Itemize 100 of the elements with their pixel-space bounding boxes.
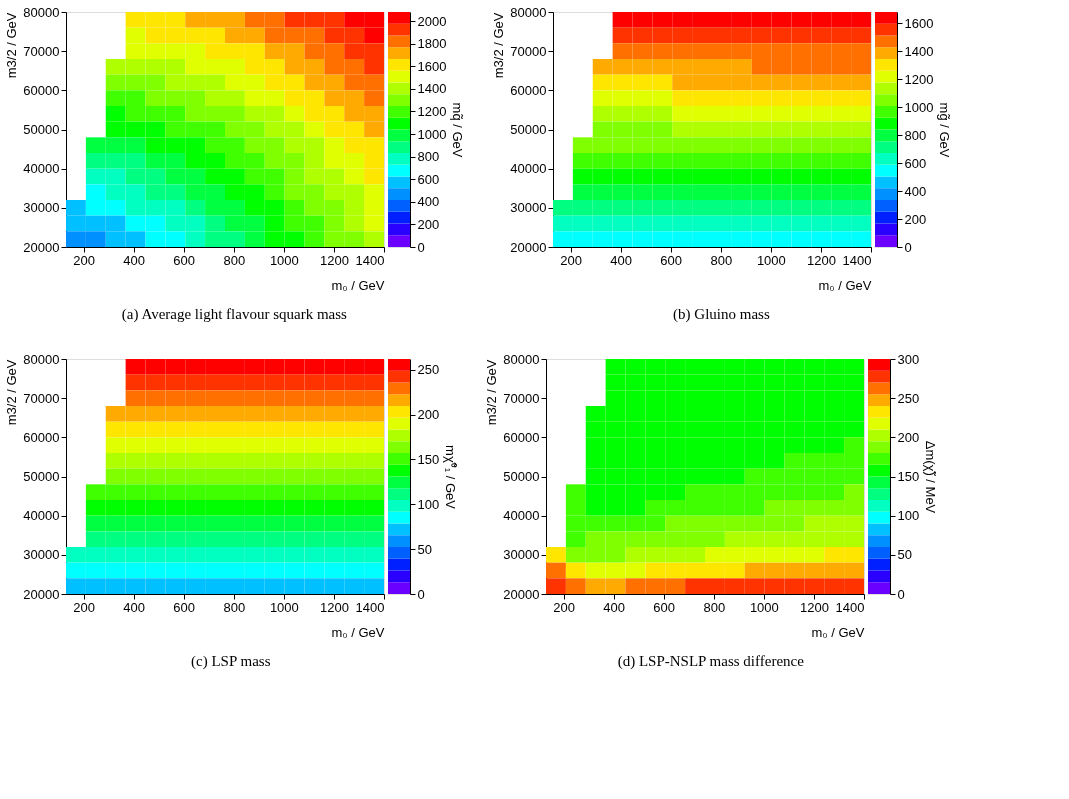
x-tick-label: 600 bbox=[653, 599, 676, 615]
color-bar-label: 400 bbox=[417, 194, 440, 210]
y-tick-label: 20000 bbox=[510, 239, 547, 255]
y-tick-label: 70000 bbox=[503, 390, 540, 406]
color-bar-label: 800 bbox=[904, 127, 927, 143]
y-tick-label: 40000 bbox=[23, 508, 60, 524]
x-tick-label: 600 bbox=[173, 599, 196, 615]
y-tick-label: 40000 bbox=[503, 508, 540, 524]
x-tick-label: 400 bbox=[123, 599, 145, 615]
y-tick-label: 60000 bbox=[23, 429, 60, 445]
y-tick-label: 30000 bbox=[23, 200, 60, 216]
text: (b) Gluino mass bbox=[673, 305, 770, 323]
y-tick-label: 30000 bbox=[23, 547, 60, 563]
color-bar-label: 1200 bbox=[904, 71, 934, 87]
x-tick-label: 400 bbox=[610, 252, 632, 268]
y-axis-title: m3/2 / GeV bbox=[4, 12, 20, 79]
color-bar-label: 300 bbox=[897, 351, 920, 367]
color-bar-label: 50 bbox=[417, 541, 432, 557]
color-bar-title: mq̃ / GeV bbox=[450, 102, 466, 158]
color-bar-label: 150 bbox=[897, 469, 920, 484]
color-bar-label: 1600 bbox=[904, 15, 934, 31]
y-tick-label: 40000 bbox=[510, 161, 547, 177]
x-tick-label: 200 bbox=[73, 599, 95, 615]
x-tick-label: 1000 bbox=[269, 599, 299, 615]
color-bar-label: 50 bbox=[897, 547, 912, 563]
y-tick-label: 20000 bbox=[23, 586, 60, 602]
x-tick-label: 1400 bbox=[355, 252, 385, 268]
color-bar-label: 1000 bbox=[904, 99, 934, 115]
x-tick-label: 400 bbox=[123, 252, 145, 268]
x-tick-label: 800 bbox=[710, 252, 733, 268]
color-bar-label: 150 bbox=[417, 451, 440, 467]
color-bar-label: 0 bbox=[897, 586, 905, 602]
y-tick-label: 50000 bbox=[23, 469, 60, 484]
color-bar-label: 0 bbox=[904, 239, 912, 255]
color-bar-label: 1600 bbox=[417, 58, 447, 74]
x-tick-label: 1200 bbox=[319, 599, 349, 615]
color-bar-label: 200 bbox=[897, 429, 920, 445]
y-tick-label: 80000 bbox=[510, 4, 547, 20]
x-tick-label: 1400 bbox=[355, 599, 385, 615]
x-tick-label: 800 bbox=[223, 252, 246, 268]
y-tick-label: 60000 bbox=[510, 82, 547, 98]
text: (a) Average light flavour squark mass bbox=[121, 305, 348, 323]
text: (d) LSP-NSLP mass difference bbox=[617, 652, 805, 670]
y-tick-label: 20000 bbox=[503, 586, 540, 602]
color-bar-label: 1800 bbox=[417, 36, 447, 52]
y-tick-label: 80000 bbox=[23, 4, 60, 20]
x-axis-title: m₀ / GeV bbox=[818, 277, 872, 293]
color-bar-label: 1400 bbox=[417, 81, 447, 97]
y-tick-label: 80000 bbox=[503, 351, 540, 367]
color-bar-label: 200 bbox=[417, 407, 440, 423]
color-bar-label: 800 bbox=[417, 149, 440, 165]
x-tick-label: 1200 bbox=[806, 252, 836, 268]
y-tick-label: 40000 bbox=[23, 161, 60, 177]
color-bar-label: 250 bbox=[897, 390, 920, 406]
color-bar-label: 400 bbox=[904, 183, 927, 199]
color-bar-title: Δm(χ̃) / MeV bbox=[923, 440, 939, 514]
y-tick-label: 70000 bbox=[23, 43, 60, 59]
y-tick-label: 70000 bbox=[23, 390, 60, 406]
color-bar-label: 100 bbox=[417, 496, 440, 512]
x-tick-label: 1000 bbox=[756, 252, 786, 268]
color-bar-label: 1000 bbox=[417, 126, 447, 142]
color-bar-label: 200 bbox=[417, 216, 440, 232]
y-tick-label: 80000 bbox=[23, 351, 60, 367]
y-axis-title: m3/2 / GeV bbox=[484, 359, 500, 426]
x-tick-label: 1200 bbox=[319, 252, 349, 268]
text: (c) LSP mass bbox=[191, 652, 271, 670]
x-tick-label: 200 bbox=[560, 252, 582, 268]
y-tick-label: 60000 bbox=[503, 429, 540, 445]
y-tick-label: 70000 bbox=[510, 43, 547, 59]
x-axis-title: m₀ / GeV bbox=[811, 624, 865, 640]
x-tick-label: 800 bbox=[223, 599, 246, 615]
y-axis-title: m3/2 / GeV bbox=[4, 359, 20, 426]
y-tick-label: 30000 bbox=[503, 547, 540, 563]
x-axis-title: m₀ / GeV bbox=[331, 277, 385, 293]
x-tick-label: 1000 bbox=[269, 252, 299, 268]
x-tick-label: 200 bbox=[73, 252, 95, 268]
color-bar-label: 100 bbox=[897, 508, 920, 524]
color-bar-label: 0 bbox=[417, 239, 425, 255]
x-tick-label: 400 bbox=[603, 599, 625, 615]
y-tick-label: 50000 bbox=[510, 122, 547, 137]
color-bar-label: 200 bbox=[904, 211, 927, 227]
y-tick-label: 20000 bbox=[23, 239, 60, 255]
x-tick-label: 1200 bbox=[799, 599, 829, 615]
color-bar-title: mg̃ / GeV bbox=[937, 102, 953, 158]
x-tick-label: 600 bbox=[660, 252, 683, 268]
y-axis-title: m3/2 / GeV bbox=[491, 12, 507, 79]
x-tick-label: 1400 bbox=[835, 599, 865, 615]
x-tick-label: 200 bbox=[553, 599, 575, 615]
color-bar-label: 2000 bbox=[417, 13, 447, 29]
x-tick-label: 600 bbox=[173, 252, 196, 268]
y-tick-label: 50000 bbox=[503, 469, 540, 484]
y-tick-label: 50000 bbox=[23, 122, 60, 137]
x-tick-label: 1000 bbox=[749, 599, 779, 615]
color-bar-label: 600 bbox=[904, 155, 927, 171]
y-tick-label: 60000 bbox=[23, 82, 60, 98]
x-tick-label: 800 bbox=[703, 599, 726, 615]
color-bar-label: 250 bbox=[417, 362, 440, 378]
color-bar-label: 0 bbox=[417, 586, 425, 602]
color-bar-label: 1200 bbox=[417, 103, 447, 119]
color-bar-label: 1400 bbox=[904, 43, 934, 59]
